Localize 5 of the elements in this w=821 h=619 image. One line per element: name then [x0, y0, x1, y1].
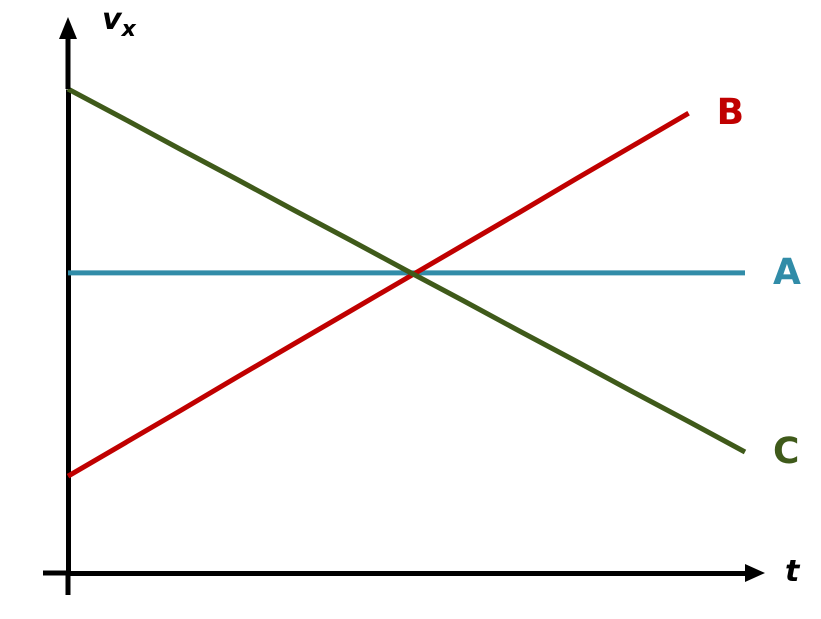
y-axis-title: v$_{x}$ [102, 2, 136, 42]
series-label: C [773, 431, 800, 472]
series-label: A [773, 252, 801, 293]
x-axis-title: t [785, 554, 800, 589]
series-label: B [716, 92, 744, 134]
